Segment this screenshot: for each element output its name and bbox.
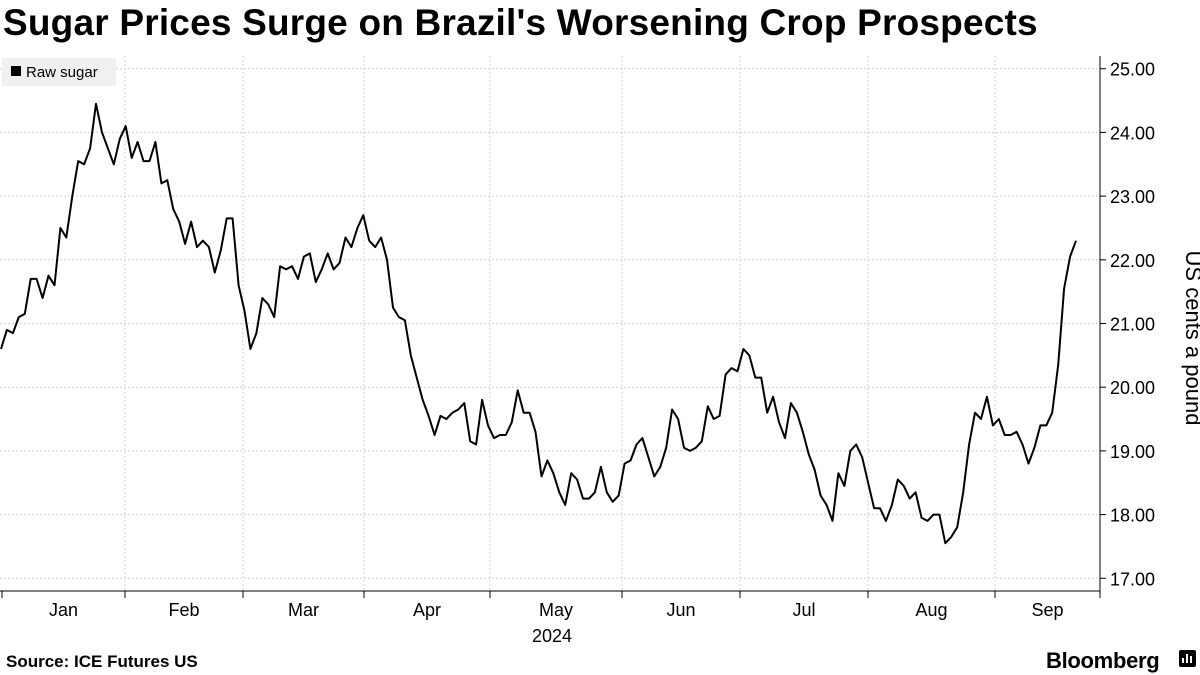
y-tick-label: 23.00 xyxy=(1110,187,1155,207)
series-line-raw-sugar xyxy=(0,102,1077,545)
bloomberg-chart-icon xyxy=(1179,650,1196,667)
x-tick-label: Feb xyxy=(168,600,199,620)
x-tick-label: Apr xyxy=(413,600,441,620)
x-tick-label: Jun xyxy=(666,600,695,620)
x-tick-label: Jul xyxy=(792,600,815,620)
legend-label: Raw sugar xyxy=(26,64,98,81)
x-axis-year-label: 2024 xyxy=(532,626,572,646)
source-note: Source: ICE Futures US xyxy=(6,652,198,671)
y-tick-label: 18.00 xyxy=(1110,506,1155,526)
chart-title: Sugar Prices Surge on Brazil's Worsening… xyxy=(3,2,1038,43)
y-tick-label: 22.00 xyxy=(1110,251,1155,271)
x-tick-label: Aug xyxy=(915,600,947,620)
y-tick-label: 19.00 xyxy=(1110,442,1155,462)
y-tick-label: 21.00 xyxy=(1110,315,1155,335)
x-tick-label: Sep xyxy=(1031,600,1063,620)
brand-logo: Bloomberg xyxy=(1046,648,1160,673)
y-axis-ticks: 17.00 18.00 19.00 20.00 21.00 22.00 23.00 24.00… xyxy=(1100,60,1155,589)
legend-swatch xyxy=(11,66,21,76)
y-axis-title: US cents a pound xyxy=(1181,251,1200,426)
y-tick-label: 25.00 xyxy=(1110,60,1155,80)
x-axis-ticks: Jan Feb Mar Apr May Jun Jul Aug Sep xyxy=(1,591,1101,620)
x-tick-label: Mar xyxy=(288,600,319,620)
x-tick-label: May xyxy=(539,600,573,620)
y-tick-label: 17.00 xyxy=(1110,569,1155,589)
y-tick-label: 24.00 xyxy=(1110,123,1155,143)
x-tick-label: Jan xyxy=(49,600,78,620)
y-tick-label: 20.00 xyxy=(1110,378,1155,398)
grid-lines xyxy=(0,56,1100,591)
